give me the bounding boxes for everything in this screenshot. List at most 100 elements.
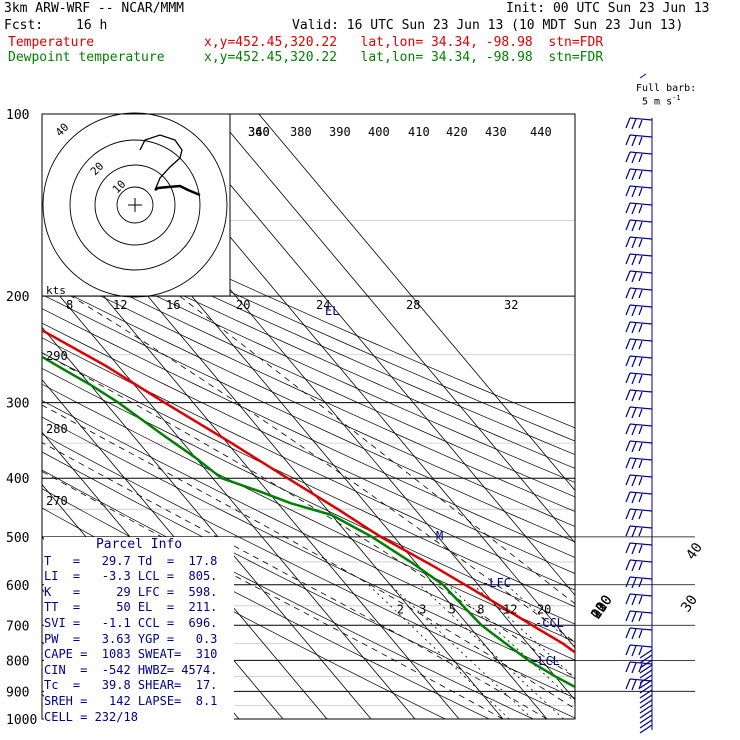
wind-barb-flag [625, 661, 631, 673]
wind-barb-low [639, 669, 653, 679]
mixing-ratio-line [368, 584, 510, 719]
wind-barb-flag [625, 236, 631, 248]
wind-barb-flag [638, 238, 643, 248]
wind-speed-tick: 28 [406, 298, 420, 312]
wind-barb [629, 372, 653, 376]
theta-label: 410 [408, 125, 430, 139]
theta-label: 360 [248, 125, 270, 139]
parcel-row: CIN = -542 HWBZ= 4574. [44, 662, 218, 677]
wind-barb [629, 270, 653, 274]
wind-barb-flag [631, 288, 637, 300]
pressure-tick-label: 1000 [6, 713, 37, 728]
parcel-row: SVI = -1.1 CCL = 696. [44, 615, 218, 630]
wind-barb-flag [625, 270, 631, 282]
wind-barb [629, 287, 653, 291]
hodograph-ring [116, 186, 154, 224]
wind-barb-flag [631, 203, 637, 215]
wind-barb [629, 355, 653, 359]
level-marker: -CCL [535, 616, 564, 630]
valid-time: Valid: 16 UTC Sun 23 Jun 13 (10 MDT Sun … [292, 18, 684, 33]
theta-label: 340 [248, 125, 270, 139]
wind-barb [629, 559, 653, 563]
pressure-tick-label: 600 [6, 579, 29, 594]
wind-barb-flag [625, 389, 631, 401]
wind-barb [629, 440, 653, 444]
wind-barb-flag [625, 678, 631, 690]
wind-barb-flag [638, 289, 643, 299]
parcel-row: T = 29.7 Td = 17.8 [44, 553, 218, 568]
wind-barb-flag [631, 390, 637, 402]
wind-barb-flag [625, 593, 631, 605]
parcel-info-title: Parcel Info [95, 537, 183, 552]
wind-barb-low [639, 664, 653, 674]
wind-barb [629, 253, 653, 257]
mixing-ratio-label: 8 [477, 603, 484, 617]
wind-barb-flag [625, 610, 631, 622]
wind-barb-flag [631, 254, 637, 266]
dry-adiabat [42, 203, 575, 442]
wind-barb-low [639, 689, 653, 699]
wind-barb-flag [638, 510, 643, 520]
wind-barb [629, 321, 653, 325]
theta-left-label: 280 [46, 422, 68, 436]
parcel-info-box: Parcel Info T = 29.7 Td = 17.8 LI = -3.3… [44, 537, 234, 727]
pressure-tick-label: 800 [6, 654, 29, 669]
wind-barb-flag [625, 202, 631, 214]
wind-barb [629, 576, 653, 580]
wind-barb-flag [631, 628, 637, 640]
hodograph-ring [94, 164, 176, 246]
pressure-tick-label: 400 [6, 472, 29, 487]
pressure-tick-label: 500 [6, 531, 29, 546]
wind-barb-flag [625, 338, 631, 350]
wind-barb [629, 406, 653, 410]
isotherm-line [42, 221, 460, 719]
dry-adiabat [42, 240, 575, 483]
wind-barb-flag [631, 645, 637, 657]
theta-left-label: 270 [46, 494, 68, 508]
theta-label: 380 [290, 125, 312, 139]
wind-barb-flag [638, 306, 643, 316]
parcel-row: LI = -3.3 LCL = 805. [44, 569, 218, 584]
wind-barb-flag [631, 509, 637, 521]
wind-barb-flag [625, 423, 631, 435]
wind-barb-flag [638, 476, 643, 486]
mixing-ratio-label: 12 [503, 603, 517, 617]
wind-barb [629, 610, 653, 614]
wind-barb-flag [638, 204, 643, 214]
wind-speed-tick: 20 [236, 298, 250, 312]
moist-adiabat [42, 442, 548, 719]
wind-barb-low [639, 709, 653, 719]
wind-barb-flag [625, 491, 631, 503]
wind-barb-flag [638, 646, 643, 656]
forecast-hour: 16 h [76, 18, 108, 33]
wind-barb [629, 491, 653, 495]
wind-barb [629, 474, 653, 478]
level-marker: -LFC [482, 576, 511, 590]
dewpoint-legend: Dewpoint temperature [8, 50, 165, 65]
wind-barb-flag [631, 543, 637, 555]
theta-label: 430 [485, 125, 507, 139]
mixing-ratio-label: 2 [397, 603, 404, 617]
wind-barb [629, 117, 653, 121]
wind-barb-flag [625, 440, 631, 452]
wind-barb-flag [625, 321, 631, 333]
wind-barb-low [639, 684, 653, 694]
dry-adiabat [42, 266, 575, 512]
wind-barb-flag [625, 151, 631, 163]
wind-barb-flag [625, 287, 631, 299]
theta-left-label: 290 [46, 349, 68, 363]
wind-speed-tick: 8 [66, 298, 73, 312]
dry-adiabat [42, 451, 575, 719]
wind-barb [629, 304, 653, 308]
mixing-ratio-line [447, 584, 575, 703]
temperature-line [42, 329, 575, 655]
wind-barb [629, 423, 653, 427]
dry-adiabat [42, 337, 575, 591]
wind-barb [629, 457, 653, 461]
wind-barb-flag [638, 374, 643, 384]
mixing-ratio-label: 5 [449, 603, 456, 617]
isotherm-label: 10 [588, 599, 611, 622]
hodograph-axis-label: kts [46, 284, 66, 297]
dry-adiabat [42, 368, 575, 625]
wind-barb-flag [638, 629, 643, 639]
